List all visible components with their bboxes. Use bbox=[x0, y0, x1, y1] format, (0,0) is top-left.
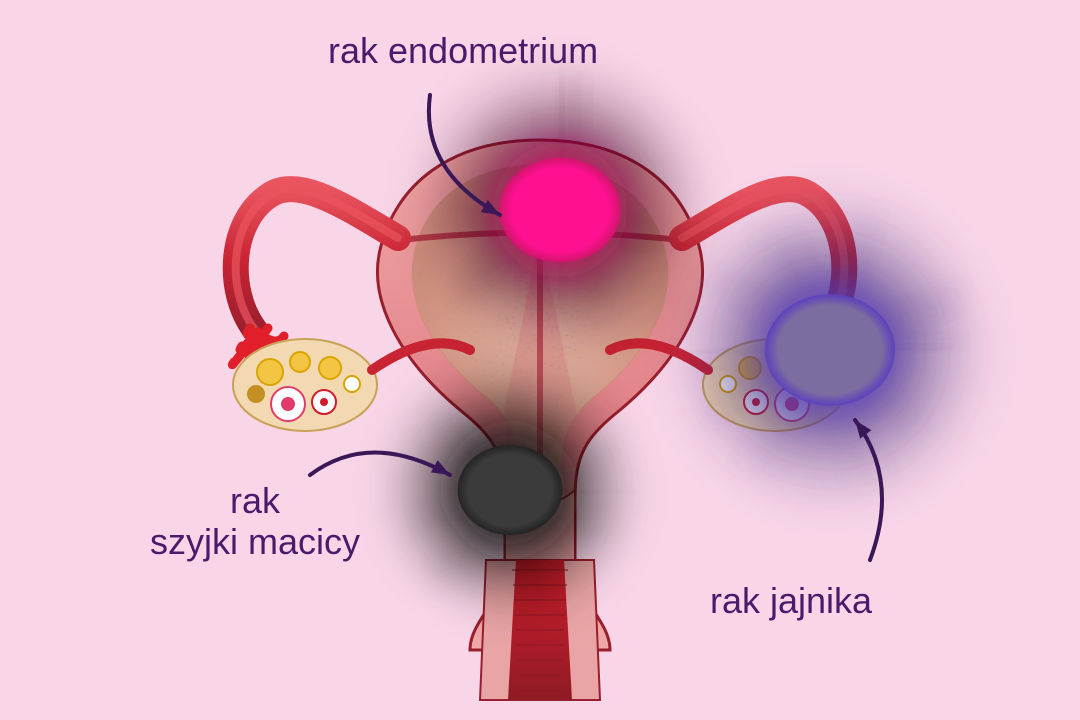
tumor-cervix bbox=[366, 346, 654, 634]
fallopian-tube bbox=[236, 189, 398, 330]
ovary bbox=[233, 339, 377, 431]
tumor-ovary bbox=[655, 175, 1005, 525]
